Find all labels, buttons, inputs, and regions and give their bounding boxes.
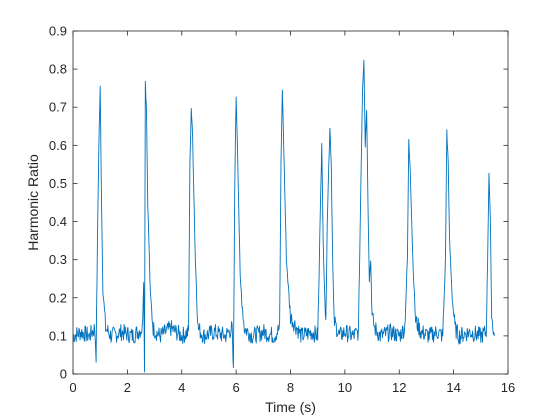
y-tick-label: 0.7: [49, 100, 67, 115]
x-tick-label: 4: [178, 380, 185, 395]
y-tick-label: 0.2: [49, 290, 67, 305]
y-tick-label: 0: [60, 367, 67, 382]
y-axis-label: Harmonic Ratio: [25, 154, 41, 251]
series-line: [72, 59, 495, 373]
x-tick-label: 6: [233, 380, 240, 395]
y-tick-label: 0.6: [49, 138, 67, 153]
x-axis-label: Time (s): [265, 399, 316, 415]
x-tick-label: 2: [124, 380, 131, 395]
x-tick-label: 12: [392, 380, 406, 395]
x-tick-label: 8: [287, 380, 294, 395]
x-tick-label: 14: [446, 380, 460, 395]
x-tick-label: 16: [501, 380, 515, 395]
x-tick-label: 0: [69, 380, 76, 395]
y-tick-label: 0.4: [49, 214, 67, 229]
y-tick-label: 0.1: [49, 328, 67, 343]
y-tick-label: 0.9: [49, 24, 67, 39]
y-tick-label: 0.3: [49, 252, 67, 267]
y-tick-label: 0.8: [49, 62, 67, 77]
x-tick-label: 10: [338, 380, 352, 395]
y-tick-label: 0.5: [49, 176, 67, 191]
